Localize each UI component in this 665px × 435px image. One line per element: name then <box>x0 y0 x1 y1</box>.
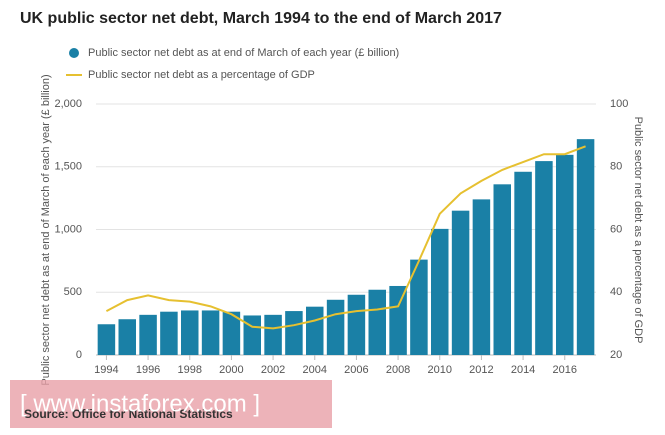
bar <box>306 306 324 355</box>
y2-tick-label: 40 <box>610 286 622 298</box>
x-tick-label: 2008 <box>386 364 410 376</box>
bar <box>556 154 574 355</box>
chart-title: UK public sector net debt, March 1994 to… <box>20 10 502 27</box>
bar <box>389 285 407 355</box>
bar <box>222 311 241 355</box>
y2-tick-label: 100 <box>610 98 628 110</box>
bar <box>139 314 157 355</box>
x-tick-label: 2010 <box>428 364 452 376</box>
y-tick-label: 500 <box>64 286 82 298</box>
y-axis-title: Public sector net debt as at end of Marc… <box>40 74 52 385</box>
bar <box>410 259 428 355</box>
bar <box>118 319 136 355</box>
x-tick-label: 2004 <box>303 364 327 376</box>
x-tick-label: 1994 <box>94 364 118 376</box>
bar <box>368 289 386 355</box>
y2-tick-label: 20 <box>610 349 622 361</box>
x-tick-label: 2012 <box>469 364 493 376</box>
bar <box>264 314 282 355</box>
bar <box>326 299 345 355</box>
bar <box>514 171 532 355</box>
x-tick-label: 1998 <box>178 364 202 376</box>
legend-label: Public sector net debt as a percentage o… <box>88 69 315 81</box>
bar <box>97 324 116 355</box>
y-tick-label: 1,000 <box>54 223 82 235</box>
bar <box>243 315 261 355</box>
y-tick-label: 1,500 <box>54 161 82 173</box>
x-tick-label: 2006 <box>344 364 368 376</box>
y2-axis-title: Public sector net debt as a percentage o… <box>632 117 644 344</box>
legend-marker <box>69 48 79 58</box>
x-tick-label: 2000 <box>219 364 243 376</box>
y2-tick-label: 60 <box>610 223 622 235</box>
bar <box>181 310 199 355</box>
watermark: [ www.instaforex.com ] <box>20 390 260 417</box>
x-tick-label: 2002 <box>261 364 285 376</box>
y2-tick-label: 80 <box>610 161 622 173</box>
x-tick-label: 2016 <box>553 364 577 376</box>
x-tick-label: 2014 <box>511 364 535 376</box>
bar <box>431 228 449 355</box>
bar <box>576 139 595 355</box>
bar <box>285 311 303 355</box>
bar <box>451 210 470 355</box>
y-tick-label: 0 <box>76 349 82 361</box>
bar <box>160 311 178 355</box>
bar <box>347 294 366 355</box>
bar <box>472 199 491 355</box>
y-tick-label: 2,000 <box>54 98 82 110</box>
line <box>105 145 586 330</box>
bar <box>493 184 511 355</box>
legend-label: Public sector net debt as at end of Marc… <box>88 47 399 59</box>
x-tick-label: 1996 <box>136 364 160 376</box>
watermark-box <box>10 380 332 428</box>
bar <box>201 310 220 355</box>
bar <box>535 161 553 355</box>
source: Source: Office for National Statistics <box>24 407 233 421</box>
